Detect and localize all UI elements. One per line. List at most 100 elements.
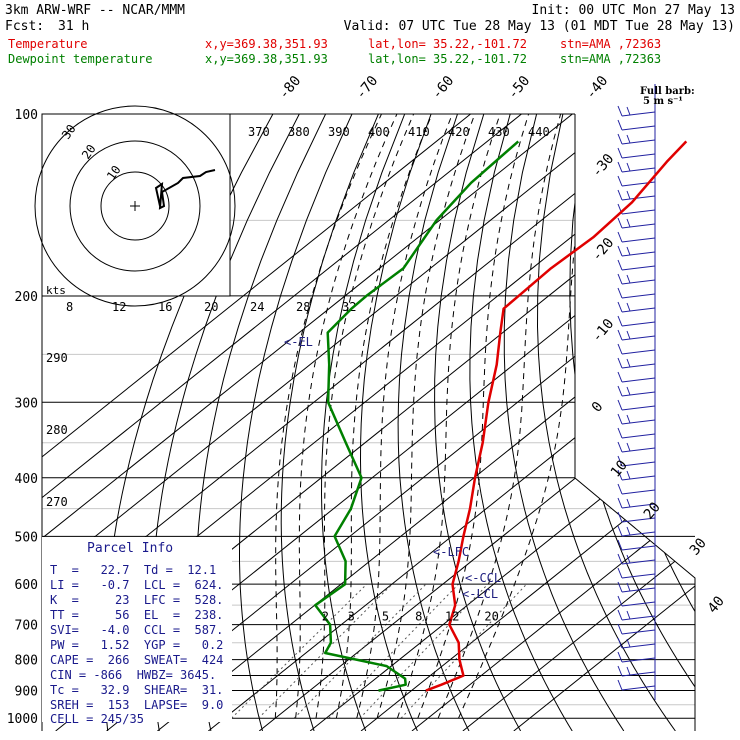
- hodograph-axis-label: 12: [112, 300, 126, 314]
- init-time: Init: 00 UTC Mon 27 May 13: [532, 3, 736, 18]
- parcel-info-title: Parcel Info: [87, 541, 173, 556]
- dry-adiabat-line: [719, 114, 740, 731]
- moist-adiabat-line: [274, 114, 382, 719]
- wind-barb: [617, 231, 656, 243]
- wind-barb: [617, 301, 656, 313]
- wind-barb: [617, 217, 656, 229]
- pressure-tick-label: 700: [15, 619, 38, 634]
- isotherm-line: [42, 114, 624, 731]
- pressure-tick-label: 800: [15, 654, 38, 669]
- mixing-ratio-label: 2: [322, 610, 329, 624]
- isotherm-line: [42, 114, 573, 731]
- wind-barb: [617, 189, 656, 201]
- pressure-tick-label: 500: [15, 530, 38, 545]
- fcst-label: Fcst:: [5, 19, 44, 34]
- dry-adiabat-line: [434, 114, 522, 731]
- dewpoint-line: [314, 140, 520, 692]
- wind-barb: [617, 119, 656, 131]
- barb-legend-title: Full barb:: [640, 86, 695, 97]
- mixing-ratio-line: [400, 583, 527, 719]
- dry-adiabat-line: [469, 114, 573, 731]
- el-marker: <-EL: [284, 335, 313, 349]
- wind-barb: [617, 441, 656, 453]
- barb-legend-unit: 5 m s⁻¹: [643, 96, 683, 107]
- isotherm-line: [106, 114, 695, 731]
- moist-adiabat-line: [458, 114, 598, 719]
- wind-barbs: [617, 84, 656, 700]
- wind-barb: [617, 259, 656, 271]
- wind-barb: [617, 581, 656, 593]
- wind-barb: [617, 469, 656, 481]
- pressure-tick-label: 600: [15, 578, 38, 593]
- valid-time: Valid: 07 UTC Tue 28 May 13 (01 MDT Tue …: [344, 19, 735, 34]
- dry-adiabat-line: [631, 114, 695, 731]
- hodograph-axis-label: 16: [158, 300, 172, 314]
- lcl-marker: <-LCL: [462, 587, 498, 601]
- mixing-ratio-label: 3: [348, 610, 355, 624]
- parcel-row: T = 22.7 Td = 12.1: [50, 563, 216, 577]
- isotherm-label: -20: [589, 235, 618, 265]
- parcel-row: Tc = 32.9 SHEAR= 31.: [50, 683, 223, 697]
- legend-dew-stn: stn=AMA ,72363: [560, 52, 661, 66]
- hodograph-axis-label: 32: [342, 300, 356, 314]
- pressure-tick-label: 900: [15, 685, 38, 700]
- wind-barb: [617, 609, 656, 621]
- wind-barb: [617, 385, 656, 397]
- hodograph-ring: [100, 171, 170, 241]
- isotherm-label: 40: [705, 593, 728, 616]
- hodograph-ring-label: 20: [79, 142, 99, 162]
- wind-barb: [617, 665, 656, 677]
- dry-adiabat-line: [569, 114, 695, 731]
- wind-barb: [617, 399, 656, 411]
- moist-adiabat-line: [335, 114, 433, 719]
- dry-adiabat-line: [690, 114, 695, 731]
- isotherm-label: -60: [429, 73, 458, 103]
- temperature-line: [425, 140, 688, 692]
- legend-temp-label: Temperature: [8, 37, 87, 51]
- isotherm-label: 30: [687, 535, 710, 558]
- hodograph-axis-label: 20: [204, 300, 218, 314]
- isotherm-line: [157, 114, 695, 731]
- hodograph-ring: [69, 140, 201, 272]
- legend-dew-coords: x,y=369.38,351.93: [205, 52, 328, 66]
- parcel-row: K = 23 LFC = 528.: [50, 593, 223, 607]
- mixing-ratio-line: [231, 583, 368, 719]
- hodograph-ring-label: 10: [104, 163, 124, 183]
- hodograph-axis-label: 24: [250, 300, 264, 314]
- legend-temp-stn: stn=AMA ,72363: [560, 37, 661, 51]
- parcel-row: CELL = 245/35: [50, 712, 144, 726]
- isotherm-line: [42, 114, 675, 731]
- legend-dew-latlon: lat,lon= 35.22,-101.72: [368, 52, 527, 66]
- isotherm-line: [411, 114, 695, 731]
- wind-barb: [617, 413, 656, 425]
- pressure-tick-label: 1000: [7, 712, 38, 727]
- sounding-series: [314, 140, 688, 692]
- moist-adiabat-line: [437, 114, 562, 719]
- pressure-tick-label: 400: [15, 472, 38, 487]
- moist-adiabat-line: [356, 114, 453, 719]
- parcel-info-box: [42, 537, 232, 722]
- fcst-value: 31 h: [58, 19, 89, 34]
- parcel-row: SREH = 153 LAPSE= 9.0: [50, 698, 223, 712]
- moist-adiabat-line: [315, 114, 415, 719]
- hodograph-axis-label: 8: [66, 300, 73, 314]
- mixing-ratio-label: 5: [382, 610, 389, 624]
- isotherm-line: [462, 114, 695, 731]
- pressure-tick-label: 200: [15, 290, 38, 305]
- parcel-row: TT = 56 EL = 238.: [50, 608, 223, 622]
- wind-barb: [617, 343, 656, 355]
- parcel-row: LI = -0.7 LCL = 624.: [50, 578, 223, 592]
- dry-adiabat-line: [397, 114, 470, 731]
- wind-barb: [617, 511, 656, 523]
- dry-adiabat-line: [280, 114, 379, 731]
- moist-adiabat-line: [376, 114, 476, 719]
- model-title: 3km ARW-WRF -- NCAR/MMM: [5, 3, 185, 18]
- frame-right: [574, 114, 696, 731]
- isotherm-label: -30: [589, 151, 618, 181]
- wind-barb: [617, 105, 656, 117]
- wind-barb: [617, 245, 656, 257]
- legend-temp-latlon: lat,lon= 35.22,-101.72: [368, 37, 527, 51]
- theta-label: 430: [488, 125, 510, 139]
- hodograph-ring-label: 30: [59, 122, 79, 142]
